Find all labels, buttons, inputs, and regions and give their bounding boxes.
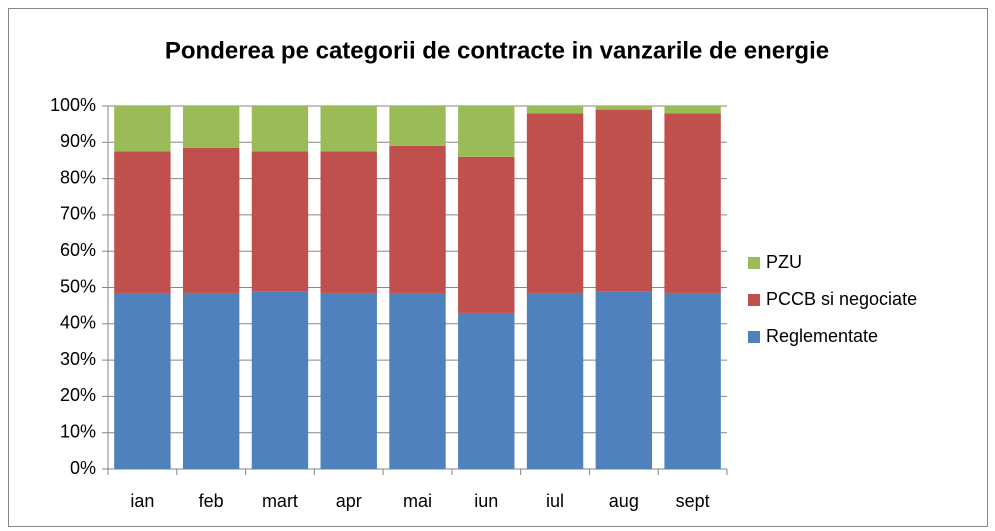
legend-swatch (748, 294, 760, 306)
x-tick-label: apr (336, 491, 362, 511)
bar-segment (114, 292, 171, 469)
x-tick-label: ian (130, 491, 154, 511)
bar-segment (320, 292, 377, 469)
bar-segment (664, 292, 721, 469)
bar-segment (389, 145, 446, 293)
y-tick-label: 10% (60, 421, 96, 441)
bar-segment (182, 292, 240, 469)
bar-segment (595, 106, 653, 110)
bar-segment (389, 106, 446, 146)
y-tick-label: 100% (50, 95, 96, 115)
bar-segment (664, 106, 721, 114)
x-tick-label: iul (546, 491, 564, 511)
bar-segment (114, 151, 171, 293)
x-tick-label: feb (199, 491, 224, 511)
bar-segment (389, 292, 446, 469)
legend-swatch (748, 257, 760, 269)
y-tick-label: 70% (60, 204, 96, 224)
bar-segment (182, 106, 240, 148)
bar-segment (595, 291, 653, 469)
bar-segment (251, 151, 309, 292)
x-tick-label: sept (676, 491, 710, 511)
y-tick-label: 80% (60, 167, 96, 187)
y-tick-label: 50% (60, 276, 96, 296)
bar-segment (251, 291, 309, 469)
bar-segment (664, 113, 721, 293)
y-tick-label: 90% (60, 131, 96, 151)
x-tick-label: mart (262, 491, 298, 511)
bar-segment (458, 156, 515, 313)
bar-segment (526, 292, 584, 469)
y-tick-label: 20% (60, 385, 96, 405)
bar-segment (320, 151, 377, 293)
y-tick-label: 60% (60, 240, 96, 260)
bar-segment (320, 106, 377, 152)
bar-segment (458, 312, 515, 469)
y-tick-label: 30% (60, 349, 96, 369)
bar-segment (458, 106, 515, 157)
bar-segment (526, 106, 584, 114)
x-tick-label: mai (403, 491, 432, 511)
bar-segment (114, 106, 171, 152)
legend-label: Reglementate (766, 326, 878, 346)
x-tick-label: iun (474, 491, 498, 511)
x-tick-label: aug (609, 491, 639, 511)
legend-label: PZU (766, 252, 802, 272)
bar-segment (251, 106, 309, 152)
y-tick-label: 40% (60, 313, 96, 333)
legend-label: PCCB si negociate (766, 289, 917, 309)
y-tick-label: 0% (70, 458, 96, 478)
bar-segment (595, 109, 653, 292)
bar-segment (526, 113, 584, 293)
chart-title: Ponderea pe categorii de contracte in va… (165, 37, 829, 64)
legend-swatch (748, 331, 760, 343)
bar-segment (182, 147, 240, 293)
